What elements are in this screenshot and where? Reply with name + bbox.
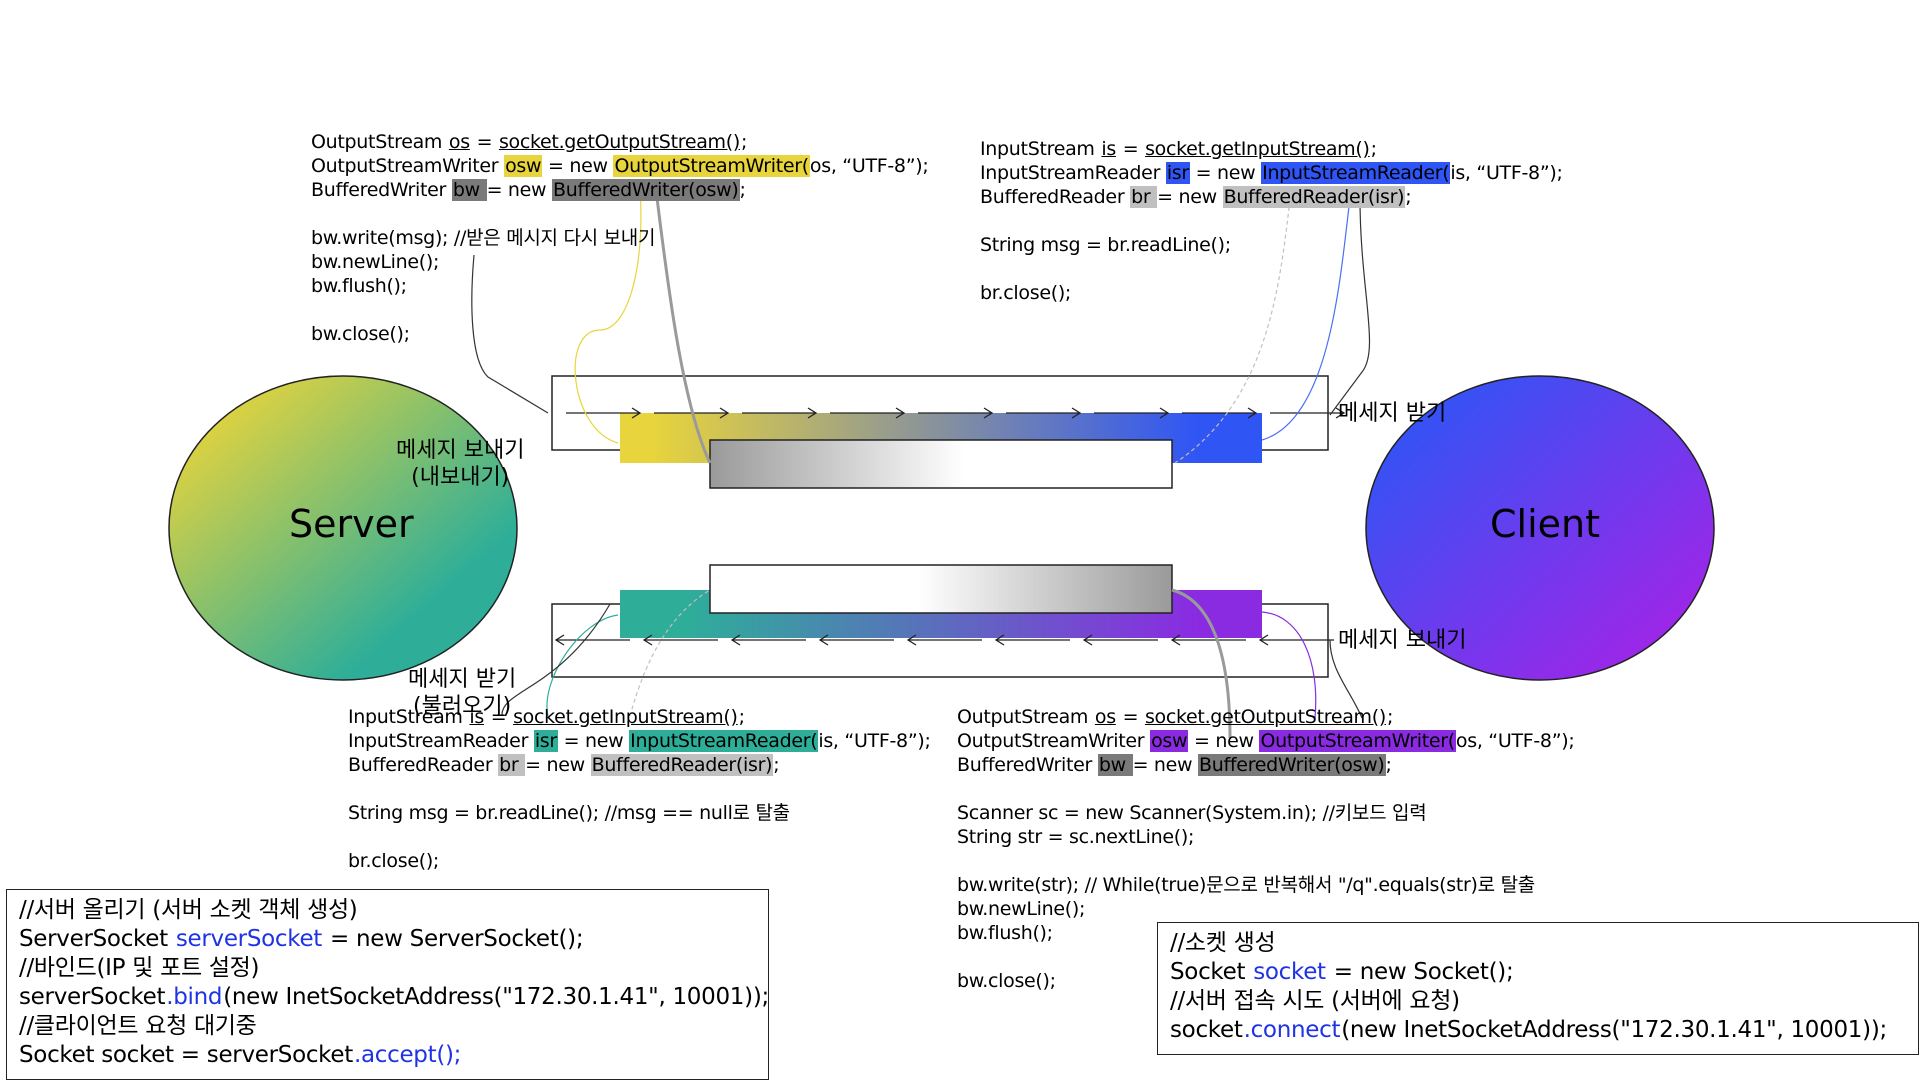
server-send-label: 메세지 보내기 (내보내기) — [396, 438, 525, 490]
code-line — [348, 777, 931, 801]
flow-arrow — [566, 407, 642, 419]
connector-client-dash — [1174, 199, 1291, 464]
code-line — [311, 298, 928, 322]
code-line: //서버 접속 시도 (서버에 요청) — [1170, 988, 1460, 1014]
code-line: //서버 올리기 (서버 소켓 객체 생성) — [19, 897, 358, 923]
flow-arrow — [654, 407, 730, 419]
flow-arrow — [1258, 634, 1334, 646]
code-line: OutputStream os = socket.getOutputStream… — [957, 706, 1394, 728]
flow-arrow — [1094, 407, 1170, 419]
code-line: BufferedReader br = new BufferedReader(i… — [348, 754, 780, 776]
code-line: bw.newLine(); — [311, 251, 440, 273]
server-setup-box: //서버 올리기 (서버 소켓 객체 생성) ServerSocket serve… — [6, 889, 769, 1080]
code-line: bw.write(str); // While(true)문으로 반복해서 "/… — [957, 874, 1535, 896]
code-line: OutputStream os = socket.getOutputStream… — [311, 131, 748, 153]
client-send-label: 메세지 보내기 — [1338, 628, 1467, 653]
flow-arrow — [554, 634, 630, 646]
code-line: bw.flush(); — [311, 275, 407, 297]
connector-server-recv-black — [501, 603, 611, 717]
code-line: bw.write(msg); //받은 메시지 다시 보내기 — [311, 227, 656, 249]
client-setup-box: //소켓 생성 Socket socket = new Socket(); //서버… — [1157, 922, 1919, 1055]
flow-arrow — [1082, 634, 1158, 646]
code-line: Socket socket = new Socket(); — [1170, 959, 1514, 985]
code-line — [980, 257, 1563, 281]
client-recv-label: 메세지 받기 — [1338, 401, 1447, 426]
connector-blue — [1261, 197, 1351, 441]
flow-arrow — [918, 407, 994, 419]
code-line: BufferedReader br = new BufferedReader(i… — [980, 186, 1412, 208]
code-line: String msg = br.readLine(); — [980, 234, 1231, 256]
flow-arrow — [818, 634, 894, 646]
flow-arrow — [742, 407, 818, 419]
code-line: //바인드(IP 및 포트 설정) — [19, 955, 260, 981]
code-line: bw.close(); — [957, 970, 1056, 992]
code-line — [348, 825, 931, 849]
code-line: //소켓 생성 — [1170, 930, 1276, 956]
flow-arrow — [906, 634, 982, 646]
flow-arrow — [1182, 407, 1258, 419]
code-line: InputStreamReader isr = new InputStreamR… — [348, 730, 931, 752]
server-send-code: OutputStream os = socket.getOutputStream… — [311, 130, 929, 346]
client-label: Client — [1490, 502, 1601, 546]
code-line: bw.newLine(); — [957, 898, 1086, 920]
connector-client-send-black — [1329, 639, 1363, 719]
flow-arrow — [642, 634, 718, 646]
connector-purple — [1261, 611, 1317, 719]
code-line: br.close(); — [348, 850, 440, 872]
flow-arrow — [1006, 407, 1082, 419]
bottom-buffer-pipe — [709, 564, 1173, 614]
code-line: String str = sc.nextLine(); — [957, 826, 1195, 848]
code-line: BufferedWriter bw = new BufferedWriter(o… — [957, 754, 1392, 776]
code-line: InputStream is = socket.getInputStream()… — [980, 138, 1377, 160]
top-buffer-pipe — [709, 439, 1173, 489]
code-line: bw.flush(); — [957, 922, 1053, 944]
top-arrows — [566, 407, 1346, 419]
connector-yellow — [574, 189, 642, 444]
code-line: InputStream is = socket.getInputStream()… — [348, 706, 745, 728]
server-recv-label: 메세지 받기 (불러오기) — [408, 667, 517, 719]
code-line — [311, 202, 928, 226]
flow-arrow — [730, 634, 806, 646]
code-line: InputStreamReader isr = new InputStreamR… — [980, 162, 1563, 184]
code-line: socket.connect(new InetSocketAddress("17… — [1170, 1017, 1887, 1043]
client-node — [1365, 375, 1715, 681]
flow-arrow — [1270, 407, 1346, 419]
code-line: OutputStreamWriter osw = new OutputStrea… — [957, 730, 1575, 752]
connector-client-recv-black — [1329, 197, 1371, 416]
code-line — [957, 777, 1574, 801]
code-line: Scanner sc = new Scanner(System.in); //키… — [957, 802, 1427, 824]
code-line: String msg = br.readLine(); //msg == nul… — [348, 802, 790, 824]
code-line — [980, 209, 1563, 233]
flow-arrow — [1170, 634, 1246, 646]
code-line: serverSocket.bind(new InetSocketAddress(… — [19, 984, 769, 1010]
connector-bw-gray — [654, 189, 712, 464]
code-line: Socket socket = serverSocket.accept(); — [19, 1042, 462, 1068]
client-recv-code: InputStream is = socket.getInputStream()… — [980, 137, 1563, 305]
client-send-code: OutputStream os = socket.getOutputStream… — [957, 705, 1575, 993]
code-line — [957, 849, 1574, 873]
connector-client-bw-gray — [1171, 588, 1232, 739]
code-line: ServerSocket serverSocket = new ServerSo… — [19, 926, 584, 952]
code-line: //클라이언트 요청 대기중 — [19, 1013, 257, 1039]
code-line: bw.close(); — [311, 323, 410, 345]
flow-arrow — [830, 407, 906, 419]
server-label: Server — [289, 502, 414, 546]
connector-server-recv-dash — [629, 589, 711, 717]
code-line: br.close(); — [980, 282, 1072, 304]
code-line: OutputStreamWriter osw = new OutputStrea… — [311, 155, 929, 177]
flow-arrow — [994, 634, 1070, 646]
code-line: BufferedWriter bw = new BufferedWriter(o… — [311, 179, 746, 201]
connector-server-send-gray — [471, 254, 549, 414]
connector-teal — [546, 614, 619, 717]
server-recv-code: InputStream is = socket.getInputStream()… — [348, 705, 931, 873]
bottom-arrows — [554, 634, 1334, 646]
server-node — [168, 375, 518, 681]
